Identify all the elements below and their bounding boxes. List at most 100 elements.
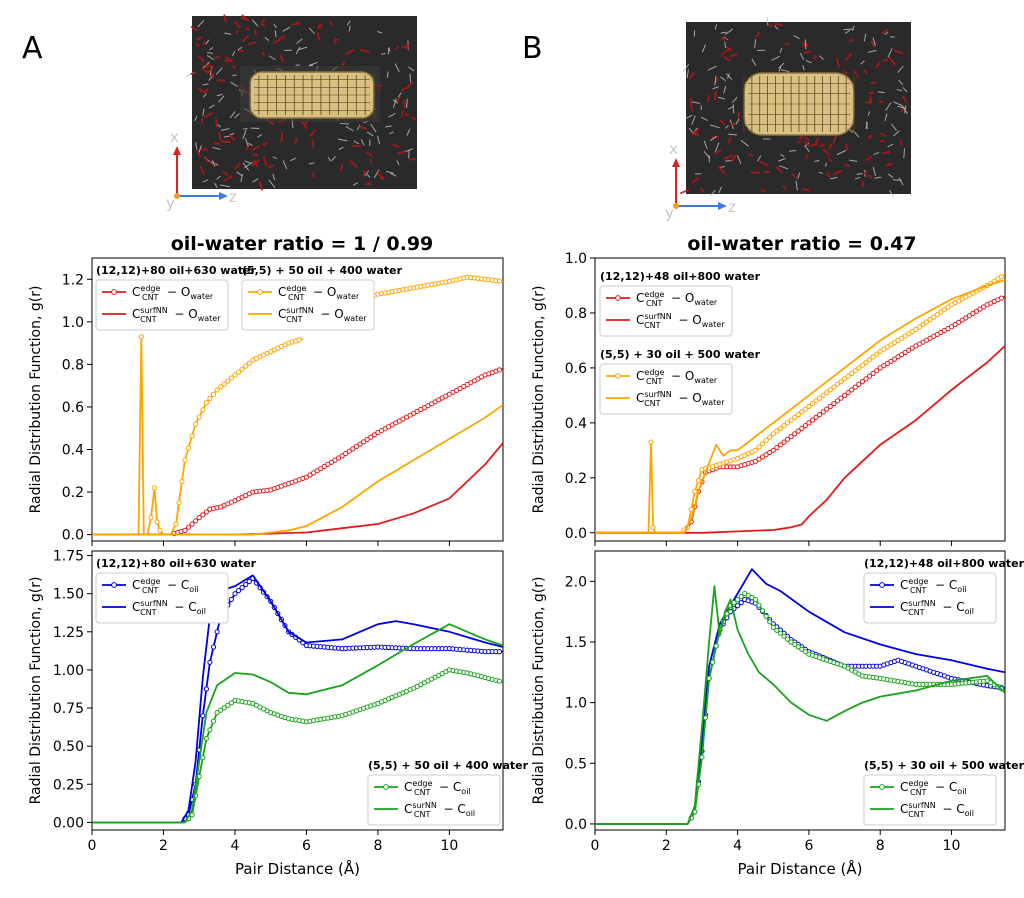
series-line-4 [92, 623, 503, 824]
chart-b-bottom: 0 2 4 6 8 10 0.0 0.5 1.0 1.5 2.0 Radial Distributio… [531, 550, 1024, 878]
data-point [895, 337, 901, 343]
data-point [343, 450, 349, 457]
data-point [752, 458, 759, 464]
y-tick-label: 0.75 [53, 701, 84, 717]
data-point [802, 406, 808, 412]
x-axis-label: Pair Distance (Å) [738, 859, 863, 878]
data-point [176, 500, 182, 506]
data-point [151, 485, 158, 491]
data-point [735, 596, 741, 603]
legend-box [367, 774, 501, 826]
data-point [888, 342, 894, 348]
legend-entry-label: CsurfNN CNT − Coil [900, 599, 974, 617]
data-point [899, 352, 905, 358]
legend-marker [257, 289, 263, 295]
data-point [831, 401, 837, 407]
series-line-4 [92, 404, 503, 536]
data-point [820, 392, 826, 398]
data-point [756, 456, 762, 462]
data-point [902, 349, 908, 356]
data-point [200, 407, 206, 413]
data-point [963, 315, 969, 321]
y-tick-label: 1.50 [53, 587, 84, 603]
data-point [813, 398, 819, 404]
data-point [731, 600, 737, 606]
data-point [695, 478, 702, 484]
data-point [702, 715, 709, 721]
data-point [781, 439, 787, 445]
data-point [756, 444, 762, 450]
data-point [207, 395, 213, 401]
data-point [863, 376, 869, 382]
data-point [496, 367, 502, 373]
y-tick-label: 0.0 [565, 526, 587, 542]
legend-entry-label: Cedge CNT − Owater [278, 284, 360, 302]
x-tick-label: 0 [88, 838, 97, 854]
data-point [863, 359, 869, 365]
data-point [809, 401, 816, 407]
data-point [792, 641, 798, 648]
data-point [891, 356, 898, 362]
x-tick-label: 2 [159, 838, 168, 854]
x-tick-label: 6 [302, 838, 311, 854]
data-point [214, 710, 220, 716]
data-point [318, 466, 324, 472]
y-tick-label: 0.8 [565, 306, 587, 322]
data-point [243, 581, 249, 588]
legend-entry-label: Cedge CNT − Coil [404, 779, 471, 797]
legend-entry-label: Cedge CNT − Coil [900, 779, 967, 797]
data-point [934, 312, 940, 318]
legend: (12,12)+80 oil+630 water Cedge CNT − Coil Cs… [95, 557, 257, 624]
x-tick-label: 2 [662, 838, 671, 854]
data-point [361, 439, 367, 445]
data-point [884, 344, 890, 350]
legend-box [241, 279, 375, 331]
data-point [228, 700, 234, 706]
data-point [214, 629, 220, 635]
data-point [203, 735, 209, 742]
data-point [760, 454, 766, 460]
data-point [200, 713, 206, 719]
data-point [799, 409, 805, 415]
y-tick-label: 0.0 [62, 528, 84, 544]
legend-title: (5,5) + 30 oil + 500 water [600, 348, 761, 361]
x-tick-label: 8 [373, 838, 382, 854]
data-point [799, 646, 805, 652]
data-point [870, 354, 876, 360]
data-point [225, 702, 231, 708]
legend-marker [879, 582, 885, 588]
y-tick-label: 1.5 [565, 635, 587, 651]
data-point [767, 619, 773, 625]
data-point [774, 445, 780, 451]
legend-box [599, 285, 733, 337]
y-tick-label: 1.2 [62, 272, 84, 288]
data-point [792, 431, 798, 437]
legend-entry-label: CsurfNN CNT − Owater [636, 312, 725, 330]
legend-marker [111, 289, 117, 295]
data-point [770, 447, 776, 453]
data-point [225, 378, 231, 384]
data-point [948, 324, 955, 330]
legend-marker [615, 295, 621, 301]
ratio-title-a: oil-water ratio = 1 / 0.99 [171, 233, 434, 255]
data-point [995, 276, 1001, 282]
data-point [795, 644, 801, 650]
data-point [820, 409, 826, 415]
data-point [185, 524, 192, 530]
data-point [196, 414, 202, 420]
data-point [924, 319, 930, 325]
data-point [752, 447, 759, 453]
data-point [148, 515, 154, 521]
data-point [827, 403, 833, 409]
data-point [817, 412, 823, 418]
data-point [845, 373, 851, 379]
data-point [763, 452, 769, 458]
data-point [784, 436, 791, 442]
data-point [777, 425, 784, 431]
data-point [799, 425, 805, 431]
data-point [931, 314, 937, 320]
data-point [884, 360, 890, 367]
data-point [899, 335, 905, 341]
axis-triad-a: x y z [166, 128, 237, 212]
data-point [831, 384, 837, 390]
